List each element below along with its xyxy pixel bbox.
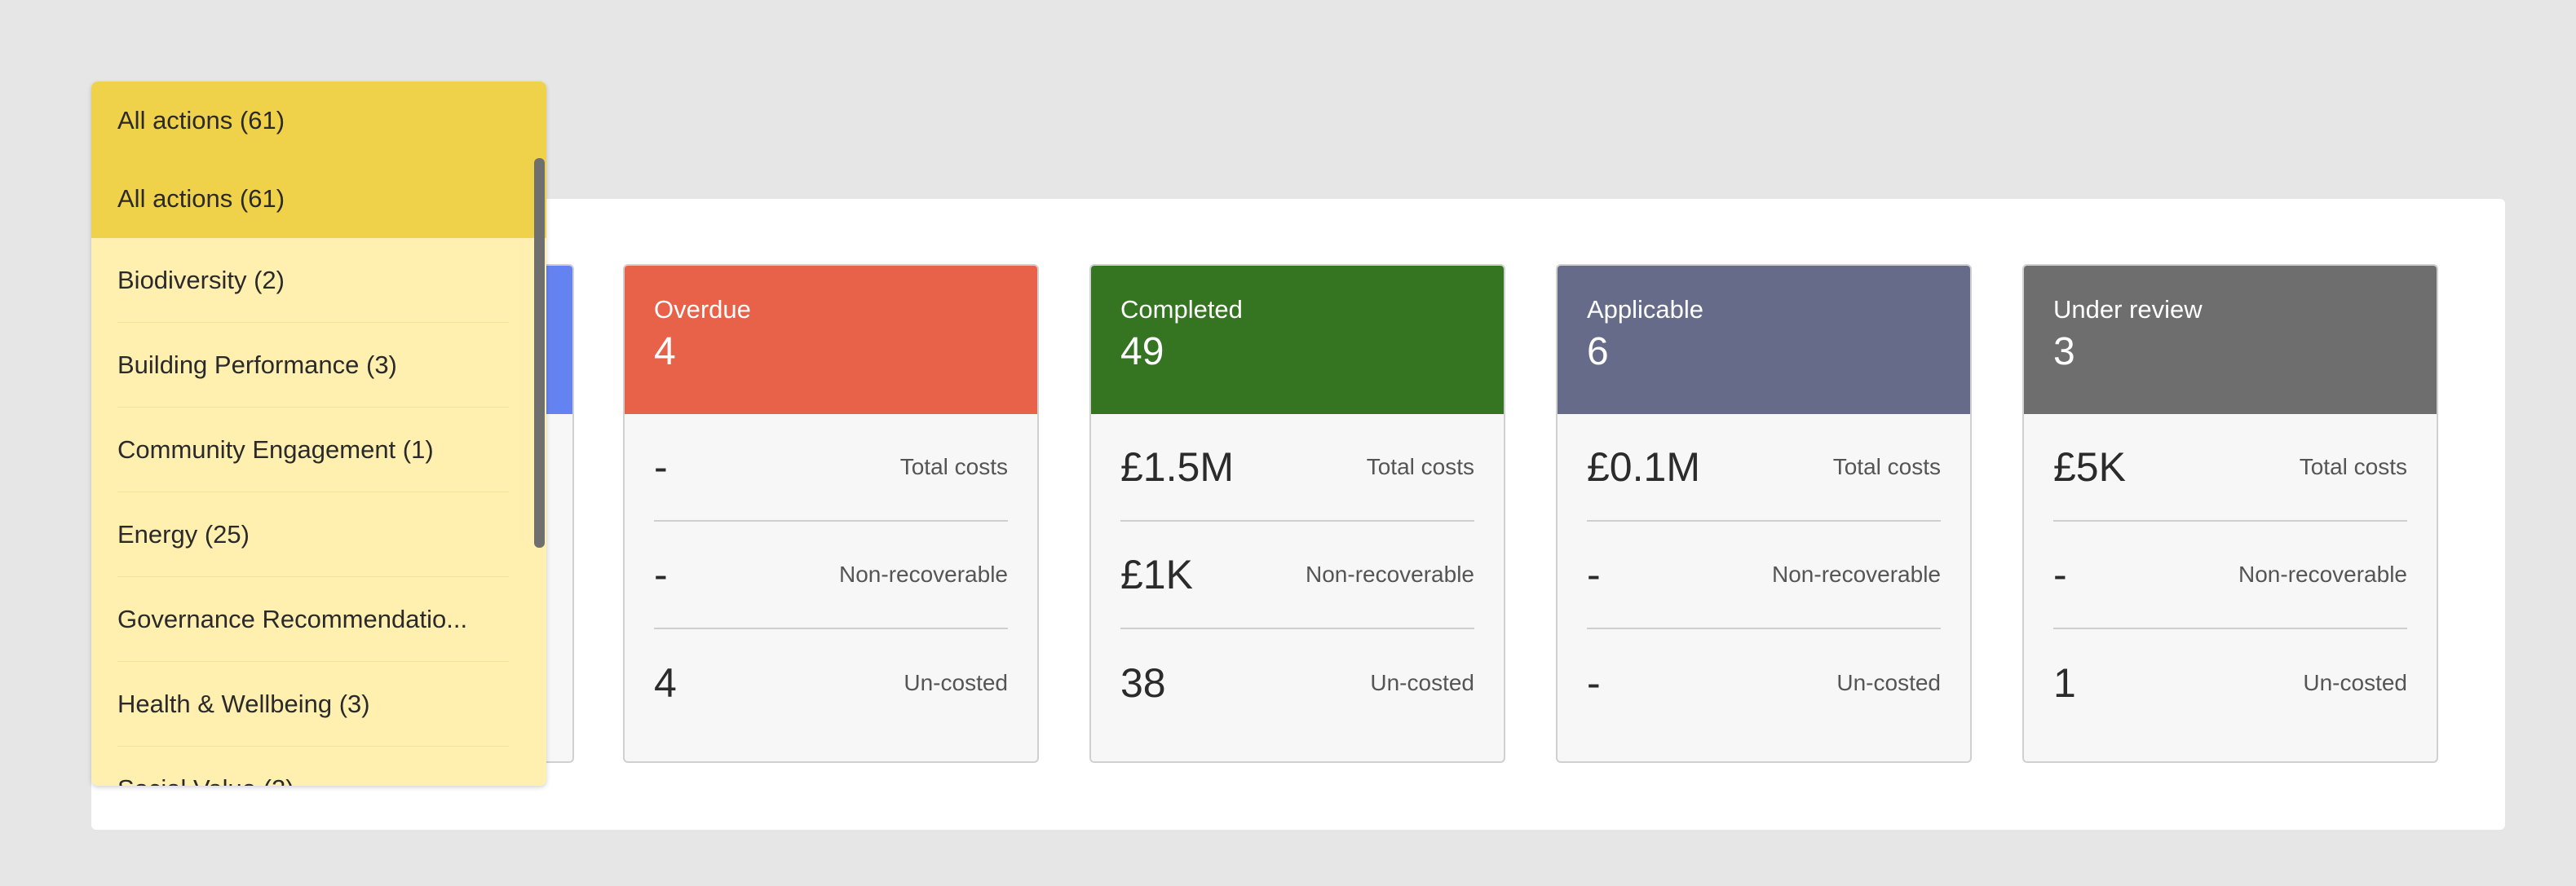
metric-un-costed: - Un-costed [1587, 629, 1941, 737]
status-card-header: Overdue 4 [625, 266, 1037, 414]
metric-label: Un-costed [1370, 670, 1474, 695]
metric-label: Un-costed [904, 670, 1008, 695]
status-card-header: Applicable 6 [1558, 266, 1970, 414]
status-card-body: £1.5M Total costs £1K Non-recoverable 38… [1091, 414, 1504, 737]
metric-total-costs: £1.5M Total costs [1120, 414, 1474, 522]
metric-value: 38 [1120, 660, 1166, 706]
status-card-header: Under review 3 [2024, 266, 2437, 414]
status-card-applicable[interactable]: Applicable 6 £0.1M Total costs - Non-rec… [1556, 264, 1972, 763]
metric-label: Non-recoverable [839, 562, 1008, 587]
dropdown-option[interactable]: All actions (61) [91, 160, 546, 238]
dropdown-option[interactable]: Social Value (2) [117, 747, 509, 787]
dropdown-option-label: Governance Recommendatio... [117, 604, 468, 633]
dropdown-selected-value[interactable]: All actions (61) [91, 82, 546, 160]
status-card-header: Completed 49 [1091, 266, 1504, 414]
dropdown-option-label: Building Performance (3) [117, 350, 397, 379]
metric-total-costs: £0.1M Total costs [1587, 414, 1941, 522]
dropdown-option-label: Energy (25) [117, 519, 250, 549]
dropdown-option-label: All actions (61) [117, 184, 285, 213]
metric-label: Total costs [1366, 454, 1474, 479]
metric-total-costs: - Total costs [654, 414, 1008, 522]
metric-un-costed: 1 Un-costed [2053, 629, 2407, 737]
metric-un-costed: 38 Un-costed [1120, 629, 1474, 737]
status-card-count: 6 [1587, 330, 1609, 373]
dropdown-option[interactable]: Biodiversity (2) [117, 238, 509, 323]
metric-value: 4 [654, 660, 677, 706]
metric-un-costed: 4 Un-costed [654, 629, 1008, 737]
metric-label: Non-recoverable [1772, 562, 1941, 587]
status-card-label: Overdue [654, 295, 751, 324]
metric-value: - [654, 444, 668, 490]
metric-label: Total costs [2299, 454, 2407, 479]
metric-label: Total costs [1832, 454, 1941, 479]
metric-non-recoverable: - Non-recoverable [654, 522, 1008, 629]
dropdown-options-list[interactable]: All actions (61) Biodiversity (2) Buildi… [91, 160, 546, 786]
status-card-count: 4 [654, 330, 676, 373]
status-card-overdue[interactable]: Overdue 4 - Total costs - Non-recoverabl… [623, 264, 1039, 763]
metric-non-recoverable: - Non-recoverable [2053, 522, 2407, 629]
metric-value: - [1587, 552, 1601, 597]
metric-label: Non-recoverable [2238, 562, 2407, 587]
status-card-body: - Total costs - Non-recoverable 4 Un-cos… [625, 414, 1037, 737]
status-card-completed[interactable]: Completed 49 £1.5M Total costs £1K Non-r… [1089, 264, 1505, 763]
status-card-label: Under review [2053, 295, 2203, 324]
status-card-label: Applicable [1587, 295, 1704, 324]
category-filter-dropdown[interactable]: All actions (61) All actions (61) Biodiv… [91, 82, 546, 786]
dropdown-option-label: Community Engagement (1) [117, 434, 434, 464]
status-card-under-review[interactable]: Under review 3 £5K Total costs - Non-rec… [2022, 264, 2438, 763]
dropdown-option[interactable]: Health & Wellbeing (3) [117, 662, 509, 747]
dropdown-option[interactable]: Governance Recommendatio... [117, 577, 509, 662]
metric-value: £1.5M [1120, 444, 1234, 490]
metric-label: Total costs [899, 454, 1008, 479]
dropdown-option[interactable]: Community Engagement (1) [117, 408, 509, 492]
dropdown-option[interactable]: Energy (25) [117, 492, 509, 577]
metric-non-recoverable: - Non-recoverable [1587, 522, 1941, 629]
status-card-count: 49 [1120, 330, 1164, 373]
metric-total-costs: £5K Total costs [2053, 414, 2407, 522]
metric-value: £5K [2053, 444, 2126, 490]
status-card-label: Completed [1120, 295, 1243, 324]
metric-label: Un-costed [2303, 670, 2407, 695]
metric-value: - [1587, 660, 1601, 706]
metric-label: Un-costed [1836, 670, 1941, 695]
status-card-body: £5K Total costs - Non-recoverable 1 Un-c… [2024, 414, 2437, 737]
dropdown-option-label: Social Value (2) [117, 774, 294, 787]
metric-value: 1 [2053, 660, 2076, 706]
status-card-body: £0.1M Total costs - Non-recoverable - Un… [1558, 414, 1970, 737]
dropdown-option-label: Health & Wellbeing (3) [117, 689, 370, 718]
metric-value: £1K [1120, 552, 1193, 597]
dropdown-option[interactable]: Building Performance (3) [117, 323, 509, 408]
status-card-count: 3 [2053, 330, 2075, 373]
metric-label: Non-recoverable [1306, 562, 1474, 587]
metric-non-recoverable: £1K Non-recoverable [1120, 522, 1474, 629]
metric-value: £0.1M [1587, 444, 1700, 490]
metric-value: - [654, 552, 668, 597]
dropdown-option-label: Biodiversity (2) [117, 265, 285, 294]
metric-value: - [2053, 552, 2067, 597]
dropdown-scrollbar[interactable] [534, 158, 545, 548]
